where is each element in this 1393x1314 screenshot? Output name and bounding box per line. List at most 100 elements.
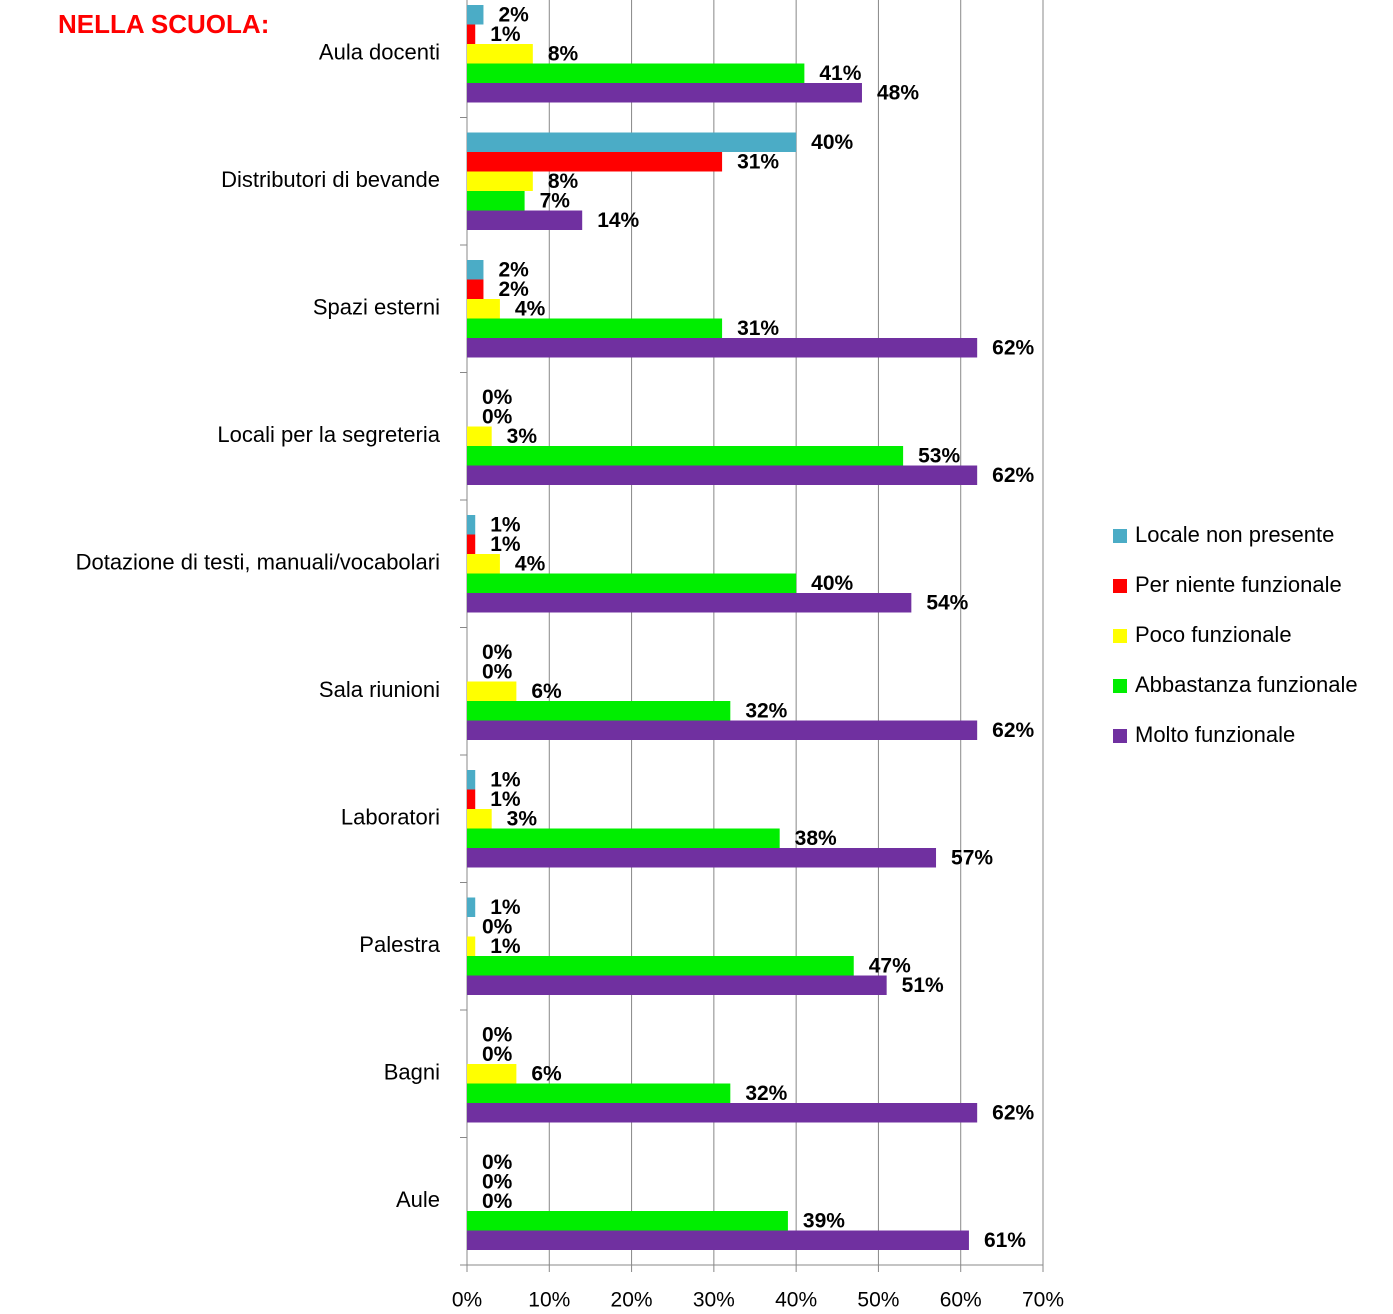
bar <box>467 573 797 593</box>
bar <box>467 260 484 280</box>
value-label: 62% <box>992 464 1034 487</box>
x-tick-label: 30% <box>693 1289 735 1312</box>
x-tick-label: 20% <box>611 1289 653 1312</box>
bar <box>467 446 904 466</box>
bar <box>467 720 978 740</box>
value-label: 1% <box>490 533 521 556</box>
bar <box>467 132 797 152</box>
value-label: 1% <box>490 896 521 919</box>
bar <box>467 701 731 721</box>
y-tick-label: Sala riunioni <box>319 677 440 702</box>
legend-label: Abbastanza funzionale <box>1135 672 1358 697</box>
value-label: 2% <box>498 278 529 301</box>
y-tick-label: Aule <box>396 1187 440 1212</box>
bar <box>467 809 492 829</box>
value-label: 0% <box>482 660 513 683</box>
bar <box>467 828 780 848</box>
bar <box>467 426 492 446</box>
value-label: 31% <box>737 317 779 340</box>
value-label: 0% <box>482 386 513 409</box>
bar <box>467 936 476 956</box>
bar <box>467 83 862 103</box>
value-label: 4% <box>515 297 546 320</box>
value-label: 0% <box>482 1023 513 1046</box>
bar <box>467 152 723 172</box>
value-label: 1% <box>490 935 521 958</box>
value-label: 62% <box>992 1101 1034 1124</box>
bar <box>467 1064 517 1084</box>
value-label: 1% <box>490 768 521 791</box>
legend-label: Per niente funzionale <box>1135 572 1342 597</box>
legend-swatch <box>1113 629 1127 643</box>
bar <box>467 975 887 995</box>
bar <box>467 44 533 64</box>
value-label: 1% <box>490 23 521 46</box>
value-label: 0% <box>482 1043 513 1066</box>
bar <box>467 210 583 230</box>
bar <box>467 338 978 358</box>
value-label: 8% <box>548 170 579 193</box>
legend-label: Locale non presente <box>1135 522 1334 547</box>
legend-swatch <box>1113 529 1127 543</box>
bar <box>467 1103 978 1123</box>
legend-swatch <box>1113 579 1127 593</box>
legend-swatch <box>1113 729 1127 743</box>
bar <box>467 789 476 809</box>
value-label: 2% <box>498 258 529 281</box>
value-label: 41% <box>819 62 861 85</box>
value-label: 48% <box>877 81 919 104</box>
value-label: 54% <box>926 591 968 614</box>
legend-label: Molto funzionale <box>1135 722 1295 747</box>
bar <box>467 956 854 976</box>
x-tick-label: 50% <box>857 1289 899 1312</box>
y-tick-label: Locali per la segreteria <box>217 422 440 447</box>
bar <box>467 5 484 25</box>
y-tick-label: Spazi esterni <box>313 295 440 320</box>
bar <box>467 554 500 574</box>
x-tick-label: 10% <box>528 1289 570 1312</box>
value-label: 32% <box>745 699 787 722</box>
value-label: 62% <box>992 336 1034 359</box>
value-label: 14% <box>597 209 639 232</box>
x-tick-label: 40% <box>775 1289 817 1312</box>
bar <box>467 1083 731 1103</box>
bar <box>467 1211 788 1231</box>
y-tick-label: Laboratori <box>341 805 440 830</box>
bar <box>467 279 484 299</box>
value-label: 2% <box>498 3 529 26</box>
value-label: 0% <box>482 1151 513 1174</box>
value-label: 51% <box>902 974 944 997</box>
bar <box>467 770 476 790</box>
y-tick-label: Dotazione di testi, manuali/vocabolari <box>76 550 440 575</box>
value-label: 0% <box>482 1170 513 1193</box>
value-label: 8% <box>548 42 579 65</box>
bar <box>467 171 533 191</box>
y-tick-label: Palestra <box>359 932 440 957</box>
bar <box>467 681 517 701</box>
bar <box>467 1230 969 1250</box>
value-label: 0% <box>482 641 513 664</box>
bar <box>467 318 723 338</box>
value-label: 0% <box>482 915 513 938</box>
value-label: 0% <box>482 1190 513 1213</box>
value-label: 53% <box>918 444 960 467</box>
bar <box>467 515 476 535</box>
bar <box>467 897 476 917</box>
value-label: 1% <box>490 513 521 536</box>
bar <box>467 24 476 44</box>
value-label: 3% <box>507 807 538 830</box>
bar <box>467 465 978 485</box>
chart-title: NELLA SCUOLA: <box>58 9 269 39</box>
value-label: 4% <box>515 552 546 575</box>
x-tick-label: 70% <box>1022 1289 1064 1312</box>
value-label: 38% <box>795 827 837 850</box>
value-label: 47% <box>869 954 911 977</box>
value-label: 40% <box>811 572 853 595</box>
value-label: 6% <box>531 680 562 703</box>
value-label: 0% <box>482 405 513 428</box>
value-label: 3% <box>507 425 538 448</box>
bar <box>467 593 912 613</box>
x-tick-label: 0% <box>452 1289 482 1312</box>
value-label: 6% <box>531 1062 562 1085</box>
